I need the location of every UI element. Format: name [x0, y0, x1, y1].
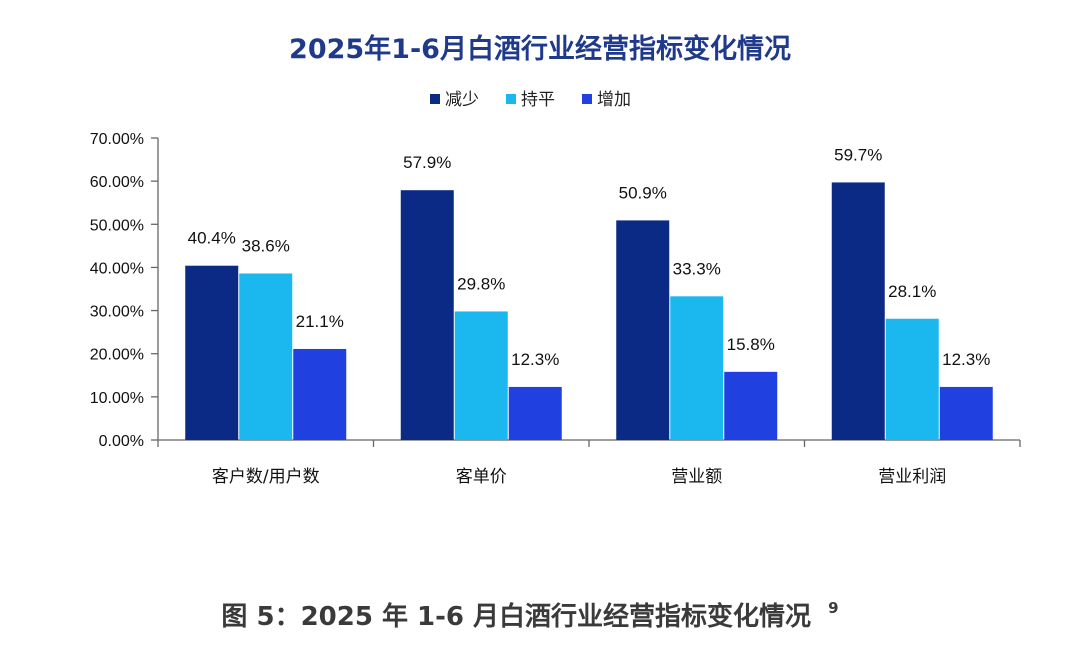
- caption-text: 图 5：2025 年 1-6 月白酒行业经营指标变化情况: [221, 601, 811, 632]
- legend-swatch-增加: [582, 94, 592, 104]
- data-label-客单价-减少: 57.9%: [403, 153, 451, 172]
- bar-营业利润-持平: [885, 318, 939, 440]
- legend: 减少 持平 增加: [430, 90, 631, 110]
- y-axis: 0.00% 10.00% 20.00% 30.00% 40.00% 50.00% 60.00…: [90, 131, 159, 450]
- figure-caption: 图 5：2025 年 1-6 月白酒行业经营指标变化情况 9: [221, 599, 838, 632]
- data-label-营业额-减少: 50.9%: [619, 183, 667, 202]
- data-label-客单价-增加: 12.3%: [511, 350, 559, 369]
- y-tick-label: 70.00%: [90, 131, 144, 148]
- legend-swatch-持平: [506, 94, 516, 104]
- bar-客户数-用户数-持平: [239, 273, 293, 440]
- x-category-label: 客单价: [456, 467, 507, 487]
- legend-label-持平: 持平: [521, 90, 555, 110]
- bar-营业额-持平: [670, 296, 724, 440]
- data-label-客户数-用户数-增加: 21.1%: [296, 312, 344, 331]
- bar-客户数-用户数-增加: [293, 348, 347, 440]
- bar-客单价-增加: [508, 386, 562, 440]
- x-category-label: 客户数/用户数: [212, 467, 320, 487]
- data-label-营业利润-持平: 28.1%: [888, 282, 936, 301]
- y-tick-label: 0.00%: [99, 433, 144, 450]
- bar-营业利润-减少: [831, 182, 885, 441]
- data-label-营业额-持平: 33.3%: [673, 259, 721, 278]
- legend-swatch-减少: [430, 94, 440, 104]
- data-label-营业利润-增加: 12.3%: [942, 350, 990, 369]
- x-axis: 客户数/用户数 客单价 营业额 营业利润: [157, 439, 1021, 487]
- data-label-客户数-用户数-持平: 38.6%: [242, 236, 290, 255]
- chart-title: 2025年1-6月白酒行业经营指标变化情况: [289, 33, 791, 65]
- y-tick-label: 30.00%: [90, 304, 144, 321]
- legend-label-减少: 减少: [445, 90, 479, 110]
- bar-客户数-用户数-减少: [185, 265, 239, 440]
- y-tick-label: 20.00%: [90, 347, 144, 364]
- data-label-客户数-用户数-减少: 40.4%: [188, 229, 236, 248]
- y-tick-label: 60.00%: [90, 174, 144, 191]
- x-category-label: 营业额: [671, 467, 722, 487]
- data-label-客单价-持平: 29.8%: [457, 274, 505, 293]
- data-label-营业额-增加: 15.8%: [727, 335, 775, 354]
- bars: [185, 182, 993, 441]
- caption-footnote: 9: [828, 599, 838, 617]
- y-tick-label: 50.00%: [90, 217, 144, 234]
- bar-营业利润-增加: [939, 386, 993, 440]
- y-tick-label: 10.00%: [90, 390, 144, 407]
- x-category-label: 营业利润: [878, 467, 946, 487]
- bar-客单价-持平: [454, 311, 508, 440]
- legend-label-增加: 增加: [597, 90, 631, 110]
- bar-营业额-减少: [616, 220, 670, 440]
- bar-营业额-增加: [724, 371, 778, 440]
- y-tick-label: 40.00%: [90, 260, 144, 277]
- data-labels: 40.4% 38.6% 21.1% 57.9% 29.8% 12.3% 50.9% 33.3%…: [188, 145, 991, 368]
- bar-客单价-减少: [400, 190, 454, 440]
- data-label-营业利润-减少: 59.7%: [834, 145, 882, 164]
